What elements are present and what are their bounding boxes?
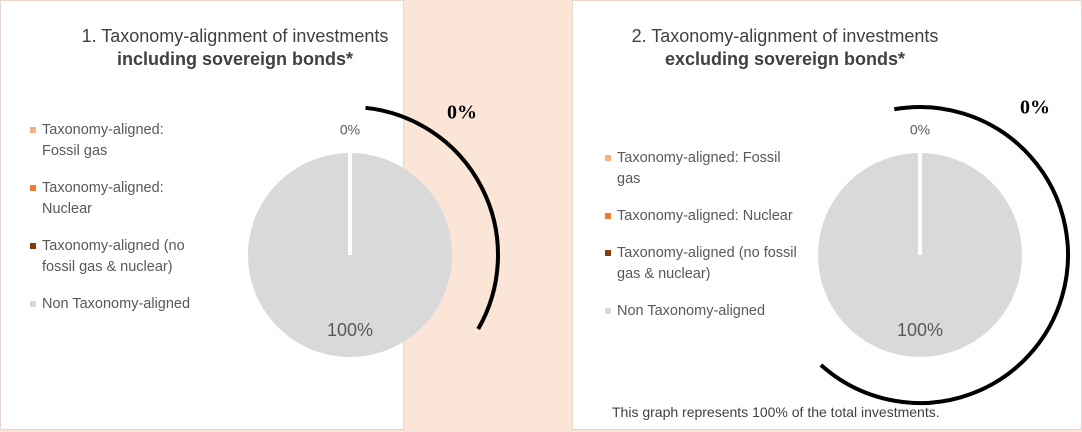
legend-swatch: [605, 308, 611, 314]
legend: Taxonomy-aligned: Fossil gas Taxonomy-ali…: [30, 120, 195, 331]
legend-swatch: [30, 243, 36, 249]
legend-swatch: [30, 301, 36, 307]
legend-item: Taxonomy-aligned: Nuclear: [605, 206, 805, 227]
legend-item: Taxonomy-aligned: Nuclear: [30, 178, 195, 220]
legend-label: Taxonomy-aligned: Fossil gas: [42, 122, 164, 159]
legend-label: Taxonomy-aligned: Fossil gas: [617, 150, 781, 187]
data-label: 100%: [327, 320, 373, 340]
legend-item: Taxonomy-aligned (no fossil gas & nuclea…: [605, 243, 805, 285]
note: This graph represents 100% of the total …: [612, 404, 940, 420]
chart-subtitle: including sovereign bonds*: [116, 49, 354, 69]
annotation-arc: [365, 105, 500, 330]
annotation: 0%: [1020, 97, 1050, 119]
legend-swatch: [605, 213, 611, 219]
annotation-arc: [819, 105, 1070, 405]
legend-swatch: [605, 155, 611, 161]
legend-swatch: [30, 127, 36, 133]
legend-item: Taxonomy-aligned: Fossil gas: [30, 120, 195, 162]
data-label: 100%: [897, 320, 943, 340]
legend-swatch: [605, 250, 611, 256]
legend-item: Taxonomy-aligned: Fossil gas: [605, 148, 805, 190]
data-label: 0%: [340, 122, 360, 138]
chart-subtitle: excluding sovereign bonds*: [664, 49, 906, 69]
legend-swatch: [30, 185, 36, 191]
legend-label: Taxonomy-aligned: Nuclear: [42, 180, 164, 217]
data-label: 0%: [910, 122, 930, 138]
legend: Taxonomy-aligned: Fossil gas Taxonomy-ali…: [605, 148, 805, 338]
annotation: 0%: [447, 102, 477, 124]
legend-label: Non Taxonomy-aligned: [617, 303, 766, 319]
legend-label: Taxonomy-aligned (no fossil gas & nuclea…: [42, 238, 185, 275]
legend-label: Non Taxonomy-aligned: [42, 296, 191, 312]
legend-item: Non Taxonomy-aligned: [605, 301, 805, 322]
legend-item: Taxonomy-aligned (no fossil gas & nuclea…: [30, 236, 195, 278]
legend-item: Non Taxonomy-aligned: [30, 294, 195, 315]
legend-label: Taxonomy-aligned (no fossil gas & nuclea…: [617, 245, 797, 282]
chart-title: 1. Taxonomy-alignment of investments: [81, 26, 389, 46]
chart-title: 2. Taxonomy-alignment of investments: [631, 26, 939, 46]
legend-label: Taxonomy-aligned: Nuclear: [617, 208, 793, 224]
